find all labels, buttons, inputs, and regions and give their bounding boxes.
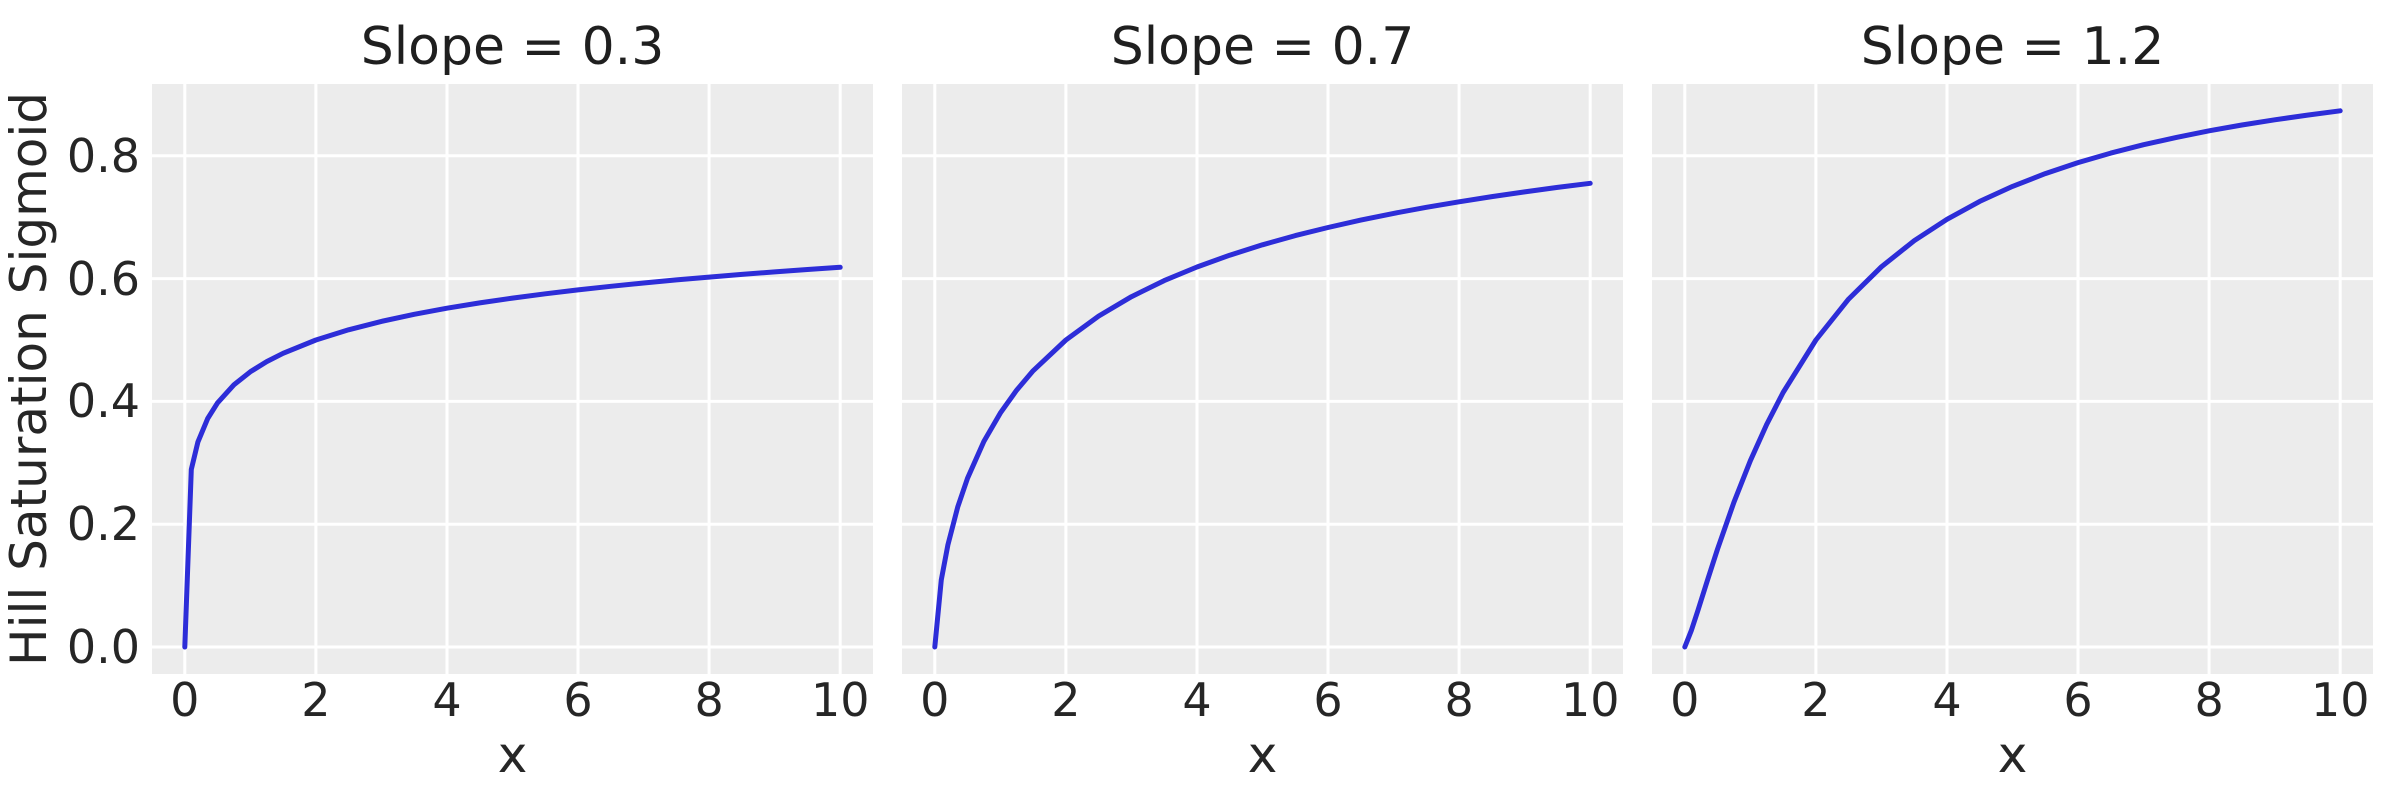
- x-tick-label: 4: [432, 673, 462, 727]
- x-tick-label: 4: [1932, 673, 1962, 727]
- chart-title: Slope = 0.3: [360, 17, 665, 77]
- x-tick-label: 4: [1182, 673, 1212, 727]
- x-axis-label: x: [1247, 726, 1278, 784]
- x-tick-label: 0: [1670, 673, 1700, 727]
- y-tick-label: 0.8: [66, 128, 140, 183]
- y-tick-labels: 0.0 0.2 0.4 0.6 0.8: [0, 0, 140, 800]
- x-tick-label: 10: [810, 673, 870, 727]
- plot-area: [152, 84, 873, 674]
- y-tick-label: 0.2: [66, 497, 140, 552]
- x-axis-label: x: [497, 726, 528, 784]
- x-tick-label: 6: [2063, 673, 2093, 727]
- y-tick-label: 0.6: [66, 251, 140, 306]
- x-axis-label: x: [1997, 726, 2028, 784]
- x-tick-label: 0: [170, 673, 200, 727]
- x-tick-label: 2: [301, 673, 331, 727]
- x-tick-label: 8: [694, 673, 724, 727]
- y-tick-label: 0.0: [66, 619, 140, 674]
- x-tick-label: 10: [2310, 673, 2370, 727]
- x-tick-label: 8: [1444, 673, 1474, 727]
- x-tick-label: 6: [1313, 673, 1343, 727]
- line-chart: [152, 84, 873, 674]
- x-tick-label: 8: [2194, 673, 2224, 727]
- line-chart: [902, 84, 1623, 674]
- x-tick-label: 6: [563, 673, 593, 727]
- plot-area: [902, 84, 1623, 674]
- y-tick-label: 0.4: [66, 374, 140, 429]
- x-tick-labels: 0 2 4 6 8 10: [152, 677, 873, 727]
- subplot-slope-1.2: Slope = 1.2 0 2 4 6 8 10 x: [1652, 0, 2373, 800]
- x-tick-label: 2: [1801, 673, 1831, 727]
- x-tick-label: 0: [920, 673, 950, 727]
- x-tick-label: 10: [1560, 673, 1620, 727]
- line-chart: [1652, 84, 2373, 674]
- x-tick-labels: 0 2 4 6 8 10: [1652, 677, 2373, 727]
- chart-title: Slope = 0.7: [1110, 17, 1415, 77]
- x-tick-labels: 0 2 4 6 8 10: [902, 677, 1623, 727]
- x-tick-label: 2: [1051, 673, 1081, 727]
- chart-title: Slope = 1.2: [1860, 17, 2165, 77]
- subplot-slope-0.7: Slope = 0.7 0 2 4 6 8 10 x: [902, 0, 1623, 800]
- subplot-slope-0.3: Slope = 0.3 0 2 4 6 8 10 x: [152, 0, 873, 800]
- plot-area: [1652, 84, 2373, 674]
